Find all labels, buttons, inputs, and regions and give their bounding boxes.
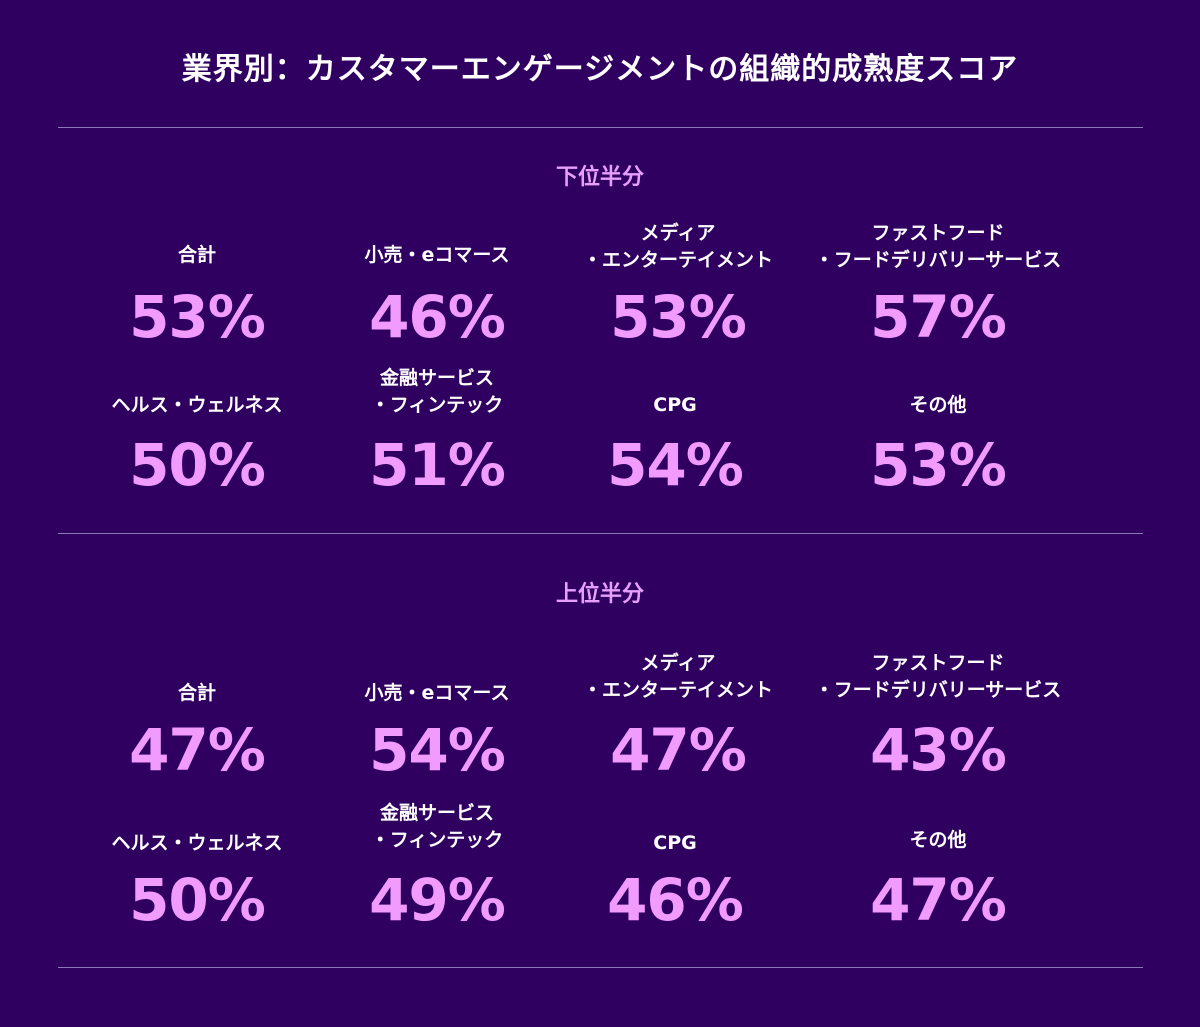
metric-label: 金融サービス ・フィンテック bbox=[370, 802, 504, 851]
metric-card-other: その他 53% bbox=[788, 365, 1088, 505]
metric-card-financial-fintech: 金融サービス ・フィンテック 51% bbox=[287, 365, 587, 505]
metric-card-cpg: CPG 46% bbox=[525, 800, 825, 940]
metric-value: 53% bbox=[129, 283, 266, 351]
metric-value: 47% bbox=[870, 866, 1007, 934]
divider-top bbox=[58, 127, 1143, 128]
metric-card-media-entertainment: メディア ・エンターテイメント 47% bbox=[528, 650, 828, 790]
metric-label: ヘルス・ウェルネス bbox=[111, 832, 283, 854]
metric-value: 54% bbox=[369, 716, 506, 784]
metric-card-fast-food-delivery: ファストフード ・フードデリバリーサービス 43% bbox=[788, 650, 1088, 790]
metric-value: 49% bbox=[369, 866, 506, 934]
metric-value: 47% bbox=[129, 716, 266, 784]
metric-label: 合計 bbox=[177, 244, 216, 266]
metric-label: ヘルス・ウェルネス bbox=[111, 394, 283, 416]
metric-label: 小売・eコマース bbox=[364, 682, 510, 704]
metric-value: 57% bbox=[870, 283, 1007, 351]
metric-card-cpg: CPG 54% bbox=[525, 365, 825, 505]
metric-label: ファストフード ・フードデリバリーサービス bbox=[814, 652, 1062, 701]
metric-value: 53% bbox=[870, 431, 1007, 499]
section-title-lower-half: 下位半分 bbox=[555, 165, 644, 190]
metric-value: 51% bbox=[369, 431, 506, 499]
metric-card-other: その他 47% bbox=[788, 800, 1088, 940]
divider-middle bbox=[58, 533, 1143, 534]
divider-bottom bbox=[58, 967, 1143, 968]
metric-card-fast-food-delivery: ファストフード ・フードデリバリーサービス 57% bbox=[788, 220, 1088, 360]
metric-label: その他 bbox=[909, 394, 967, 416]
metric-card-health-wellness: ヘルス・ウェルネス 50% bbox=[47, 365, 347, 505]
metric-card-retail-ecommerce: 小売・eコマース 54% bbox=[287, 650, 587, 790]
metric-value: 54% bbox=[607, 431, 744, 499]
metric-card-retail-ecommerce: 小売・eコマース 46% bbox=[287, 220, 587, 360]
metric-value: 47% bbox=[610, 716, 747, 784]
section-title-upper-half: 上位半分 bbox=[555, 582, 644, 607]
metric-label: 合計 bbox=[177, 682, 216, 704]
metric-card-financial-fintech: 金融サービス ・フィンテック 49% bbox=[287, 800, 587, 940]
metric-value: 46% bbox=[607, 866, 744, 934]
metric-label: 金融サービス ・フィンテック bbox=[370, 367, 504, 416]
metric-value: 50% bbox=[129, 866, 266, 934]
metric-value: 53% bbox=[610, 283, 747, 351]
metric-label: その他 bbox=[909, 829, 967, 851]
metric-card-media-entertainment: メディア ・エンターテイメント 53% bbox=[528, 220, 828, 360]
metric-card-total: 合計 53% bbox=[47, 220, 347, 360]
metric-label: メディア ・エンターテイメント bbox=[582, 652, 773, 701]
metric-label: メディア ・エンターテイメント bbox=[582, 222, 773, 271]
metric-value: 50% bbox=[129, 431, 266, 499]
metric-label: CPG bbox=[653, 394, 697, 416]
page-title: 業界別：カスタマーエンゲージメントの組織的成熟度スコア bbox=[181, 52, 1019, 87]
metric-card-total: 合計 47% bbox=[47, 650, 347, 790]
metric-label: ファストフード ・フードデリバリーサービス bbox=[814, 222, 1062, 271]
metric-card-health-wellness: ヘルス・ウェルネス 50% bbox=[47, 800, 347, 940]
metric-label: 小売・eコマース bbox=[364, 244, 510, 266]
metric-value: 43% bbox=[870, 716, 1007, 784]
metric-label: CPG bbox=[653, 832, 697, 854]
metric-value: 46% bbox=[369, 283, 506, 351]
